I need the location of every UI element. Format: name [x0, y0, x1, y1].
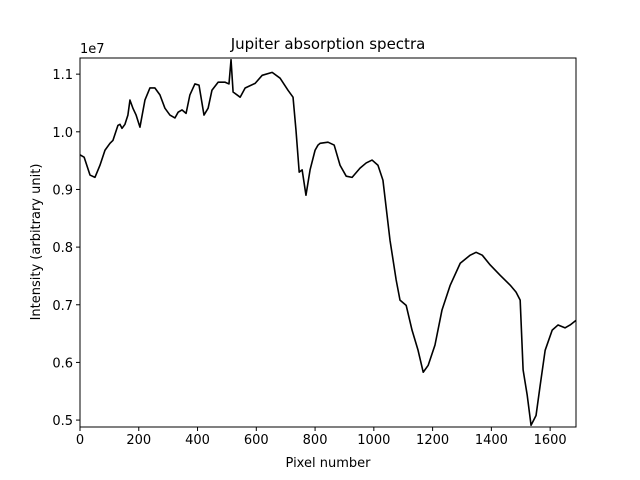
- plot-frame: [79, 57, 577, 428]
- y-tick-label: 0.7: [52, 299, 73, 314]
- y-axis-label: Intensity (arbitrary unit): [29, 164, 44, 321]
- data-line: [80, 58, 576, 427]
- y-tick-label: 1.1: [52, 68, 73, 83]
- y-tick-label: 0.6: [52, 356, 73, 371]
- x-tick-label: 400: [185, 433, 210, 448]
- y-tick-label: 1.0: [52, 126, 73, 141]
- x-tick-label: 800: [303, 433, 328, 448]
- x-tick-label: 1200: [416, 433, 449, 448]
- x-tick-label: 1000: [357, 433, 390, 448]
- x-tick-label: 200: [126, 433, 151, 448]
- x-tick-label: 600: [244, 433, 269, 448]
- x-axis-label: Pixel number: [286, 456, 372, 471]
- y-tick-label: 0.9: [52, 183, 73, 198]
- y-tick-label: 0.8: [52, 241, 73, 256]
- y-offset-label: 1e7: [80, 42, 105, 57]
- y-tick-label: 0.5: [52, 414, 73, 429]
- chart-title: Jupiter absorption spectra: [230, 35, 426, 53]
- x-tick-label: 1400: [475, 433, 508, 448]
- x-tick-label: 0: [76, 433, 84, 448]
- x-tick-label: 1600: [534, 433, 567, 448]
